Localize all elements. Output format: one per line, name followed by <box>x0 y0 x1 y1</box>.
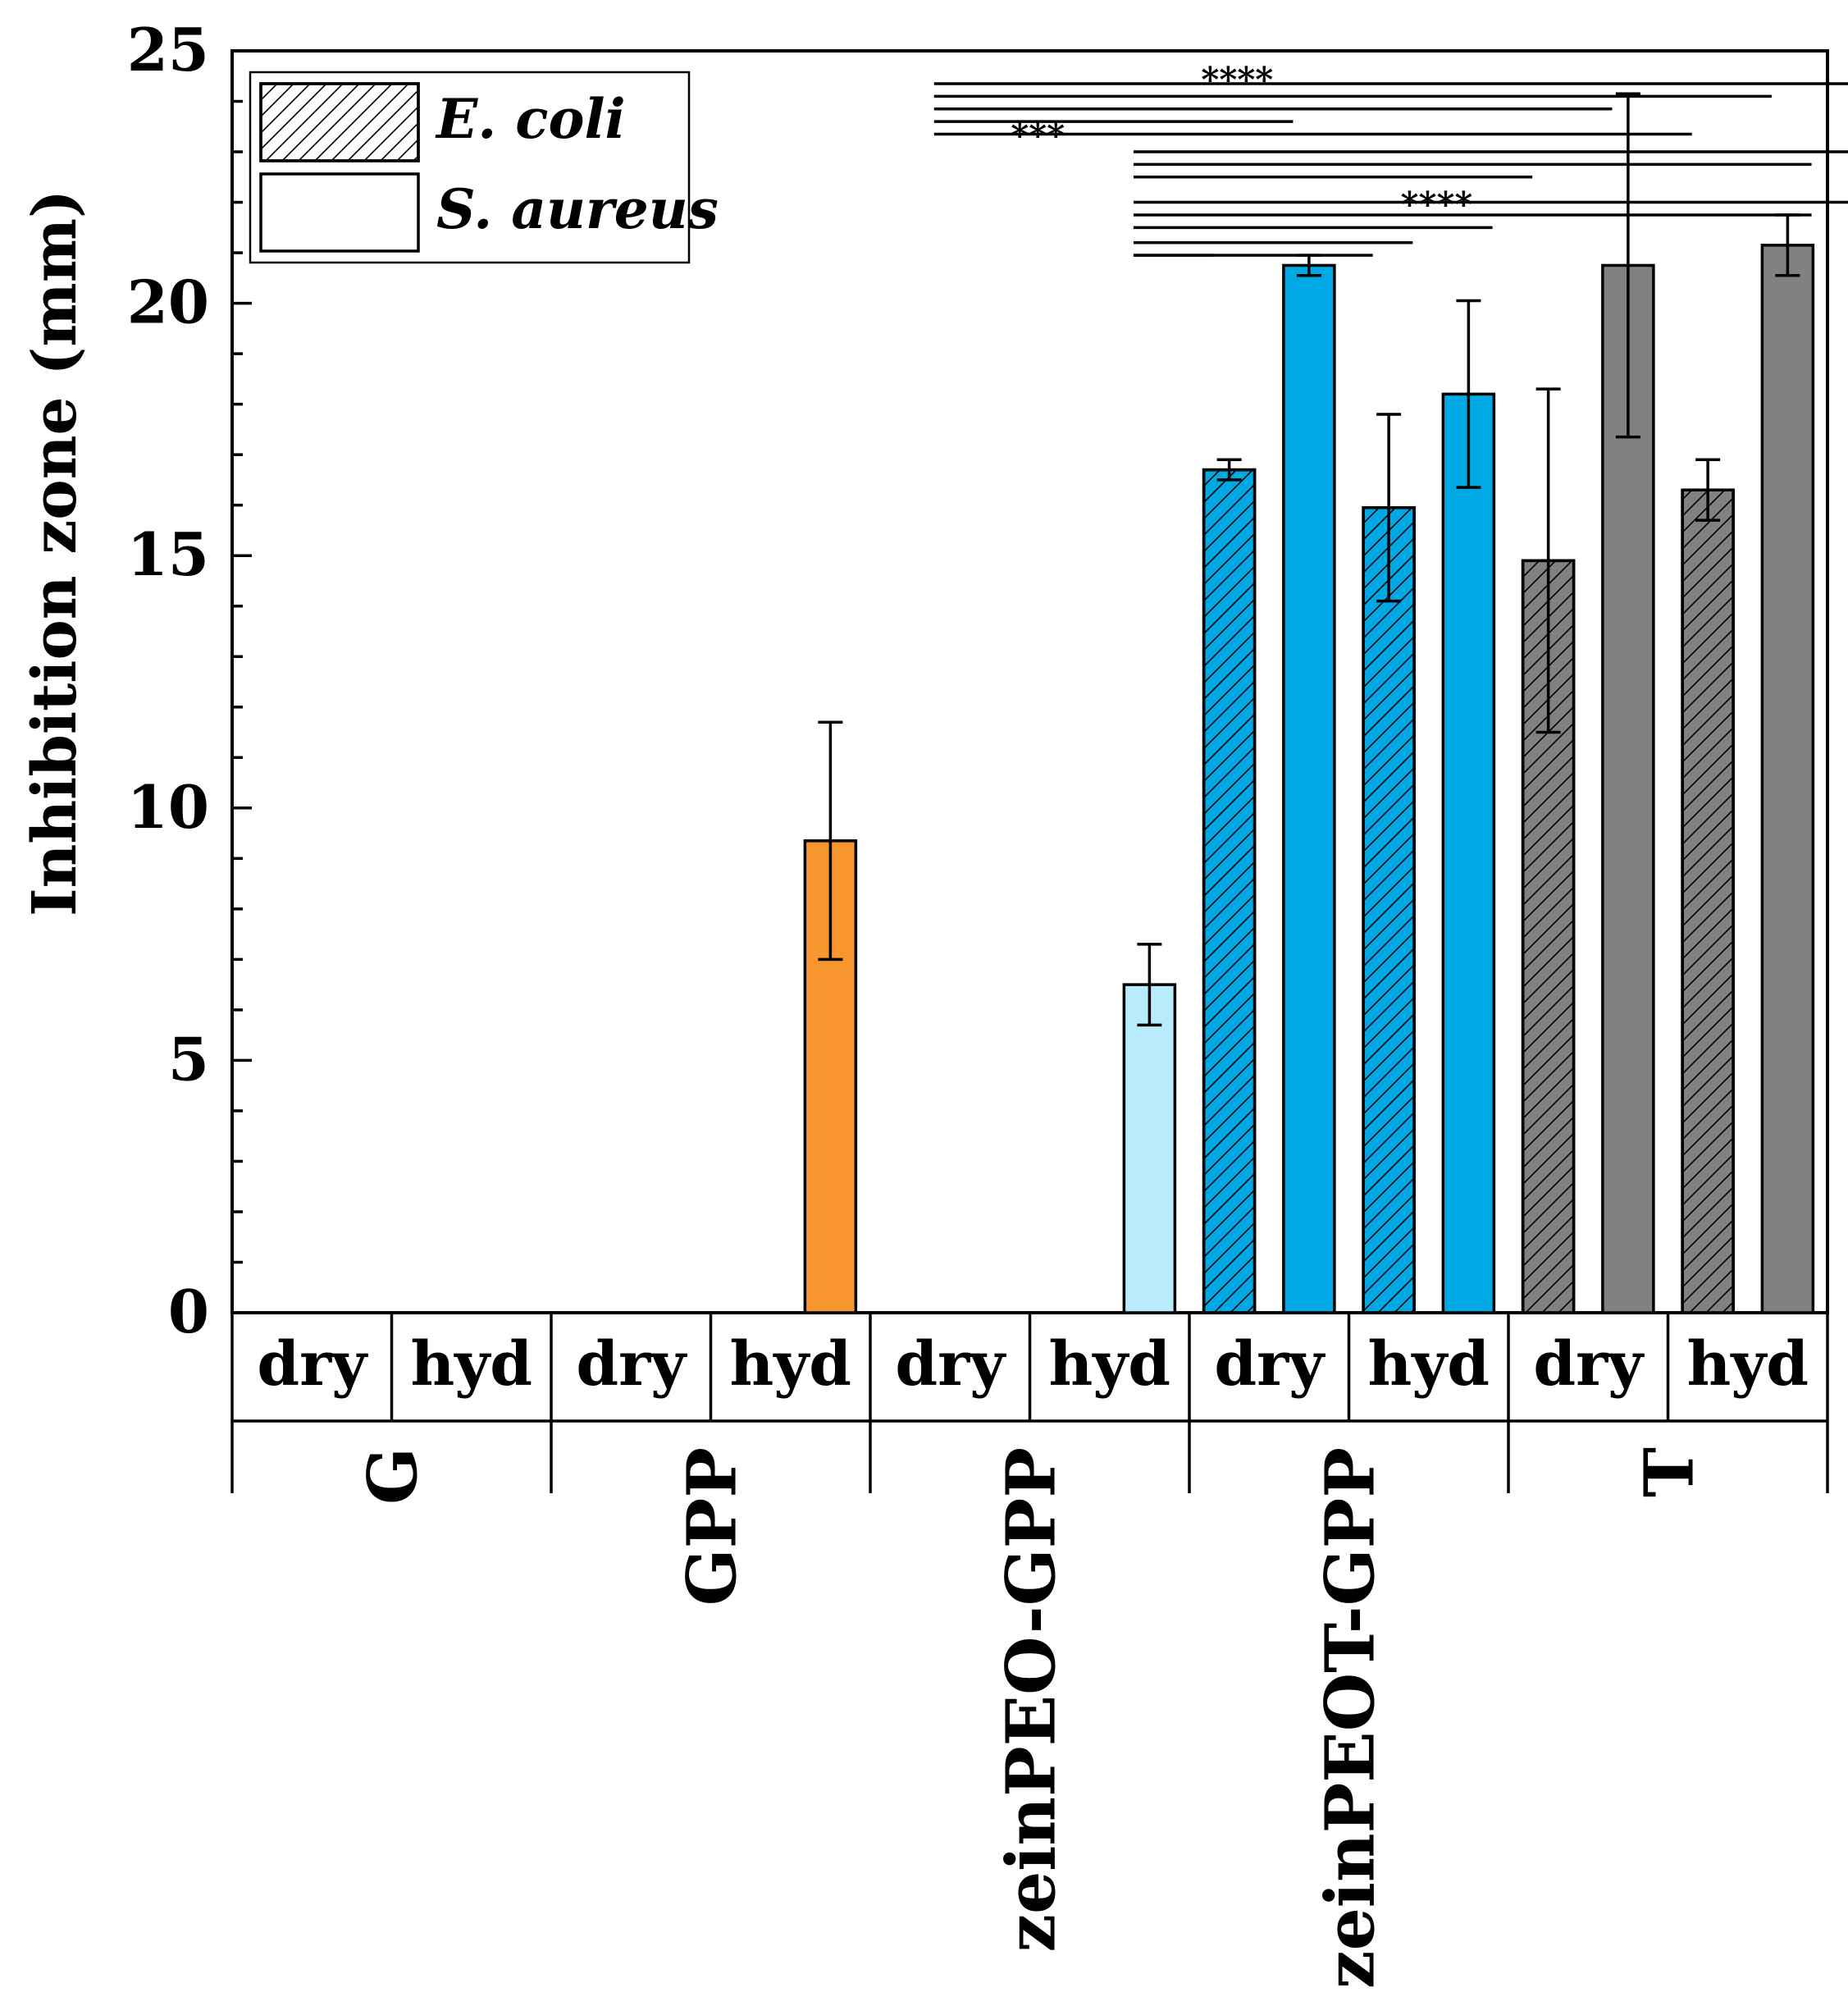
bar-zeinPEOT-GPP-dry-saureus <box>1282 263 1336 1314</box>
significance-label: **** <box>1201 60 1273 100</box>
legend-label: E. coli <box>435 87 626 151</box>
legend-label: S. aureus <box>436 177 719 241</box>
condition-label-hyd: hyd <box>1048 1329 1170 1400</box>
y-tick-label: 10 <box>127 772 209 842</box>
bar-hatch-overlay <box>1681 488 1735 1314</box>
condition-label-hyd: hyd <box>1367 1329 1490 1400</box>
legend-swatch-base <box>259 172 420 253</box>
bar-hatch-overlay <box>1362 506 1416 1314</box>
bar-zeinPEO-GPP-hyd-saureus <box>1122 983 1177 1314</box>
group-label: GPP <box>673 1447 752 1606</box>
y-tick-label: 20 <box>127 267 209 337</box>
significance-label: **** <box>1401 185 1473 225</box>
condition-label-dry: dry <box>895 1329 1006 1400</box>
legend-swatch-hatched <box>259 82 420 162</box>
condition-label-hyd: hyd <box>410 1329 532 1400</box>
y-tick-label: 0 <box>168 1277 209 1346</box>
bar-zeinPEOT-GPP-hyd-saureus <box>1441 392 1496 1314</box>
group-label: zeinPEO-GPP <box>992 1447 1071 1952</box>
condition-label-dry: dry <box>1214 1329 1326 1400</box>
y-axis-label: Inhibition zone (mm) <box>20 190 90 916</box>
condition-label-dry: dry <box>576 1329 687 1400</box>
condition-label-dry: dry <box>1533 1329 1645 1400</box>
legend: E. coli S. aureus <box>249 71 719 264</box>
condition-label-hyd: hyd <box>729 1329 851 1400</box>
group-label: zeinPEOT-GPP <box>1312 1447 1390 1989</box>
group-label: G <box>354 1447 433 1505</box>
condition-label-hyd: hyd <box>1686 1329 1809 1400</box>
bar-T-hyd-saureus <box>1760 244 1815 1314</box>
y-tick-label: 15 <box>127 519 209 589</box>
y-tick-label: 25 <box>127 15 209 85</box>
significance-label: *** <box>1011 115 1065 155</box>
bar-hatch-overlay <box>1202 468 1257 1314</box>
y-tick-label: 5 <box>168 1024 209 1094</box>
condition-label-dry: dry <box>257 1329 368 1400</box>
bar-T-dry-saureus <box>1601 263 1655 1314</box>
group-label: T <box>1631 1447 1709 1497</box>
